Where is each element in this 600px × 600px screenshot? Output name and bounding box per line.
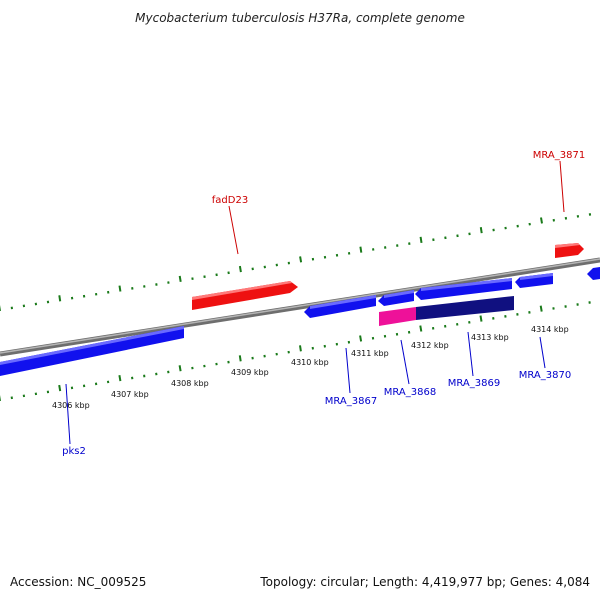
gene-MRA_3871[interactable]	[555, 243, 584, 258]
gene-MRA_3869[interactable]	[415, 278, 512, 300]
scale-ticks-outer	[0, 213, 592, 311]
kbp-label: 4309 kbp	[231, 368, 269, 377]
major-tick	[359, 246, 363, 253]
gene-label-MRA_3871[interactable]: MRA_3871	[533, 150, 585, 161]
gene-label-MRA_3869[interactable]: MRA_3869	[448, 378, 500, 389]
major-tick	[419, 325, 423, 332]
gene-label-MRA_3868[interactable]: MRA_3868	[384, 387, 436, 398]
major-tick	[419, 236, 423, 244]
gene-pks2[interactable]	[0, 326, 184, 376]
kbp-label: 4312 kbp	[411, 341, 449, 350]
major-tick	[299, 345, 302, 352]
major-tick	[359, 335, 363, 342]
scale-ticks-inner	[0, 301, 591, 401]
major-tick	[58, 295, 62, 302]
genome-summary-text: Topology: circular; Length: 4,419,977 bp…	[259, 575, 590, 589]
gene-MRA_3870[interactable]	[515, 273, 553, 288]
kbp-label: 4311 kbp	[351, 349, 389, 358]
accession-text: Accession: NC_009525	[10, 575, 146, 589]
major-tick	[58, 384, 62, 392]
major-tick	[178, 275, 182, 282]
kbp-label: 4306 kbp	[52, 401, 90, 410]
major-tick	[118, 375, 122, 382]
gene-labels: pks2 fadD23 MRA_3867 MRA_3868 MRA_3869 M…	[62, 150, 585, 457]
major-tick	[178, 365, 182, 372]
highlighted-region[interactable]	[379, 296, 514, 326]
gene-label-pks2[interactable]: pks2	[62, 446, 86, 457]
page-title: Mycobacterium tuberculosis H37Ra, comple…	[135, 11, 465, 25]
label-connectors	[65, 160, 565, 445]
gene-MRA_3868[interactable]	[378, 290, 414, 306]
gene-label-MRA_3870[interactable]: MRA_3870	[519, 370, 571, 381]
genome-backbone	[0, 257, 600, 357]
gene-fadD23[interactable]	[192, 281, 298, 310]
major-tick	[539, 305, 543, 312]
major-tick	[238, 355, 242, 362]
gene-right-edge[interactable]	[587, 267, 600, 280]
major-tick	[299, 256, 303, 263]
kbp-label: 4307 kbp	[111, 390, 149, 399]
major-tick	[238, 265, 242, 273]
kbp-label: 4314 kbp	[531, 325, 569, 334]
kbp-label: 4313 kbp	[471, 333, 509, 342]
gene-MRA_3867[interactable]	[304, 295, 376, 318]
kbp-label: 4310 kbp	[291, 358, 329, 367]
major-tick	[540, 217, 543, 224]
gene-label-fadD23[interactable]: fadD23	[212, 195, 248, 206]
gene-features	[0, 243, 600, 376]
major-tick	[479, 315, 483, 322]
kbp-label: 4308 kbp	[171, 379, 209, 388]
major-tick	[118, 285, 122, 292]
scale-labels: 4306 kbp 4307 kbp 4308 kbp 4309 kbp 4310…	[52, 325, 569, 410]
major-tick	[479, 227, 483, 234]
gene-label-MRA_3867[interactable]: MRA_3867	[325, 396, 377, 407]
